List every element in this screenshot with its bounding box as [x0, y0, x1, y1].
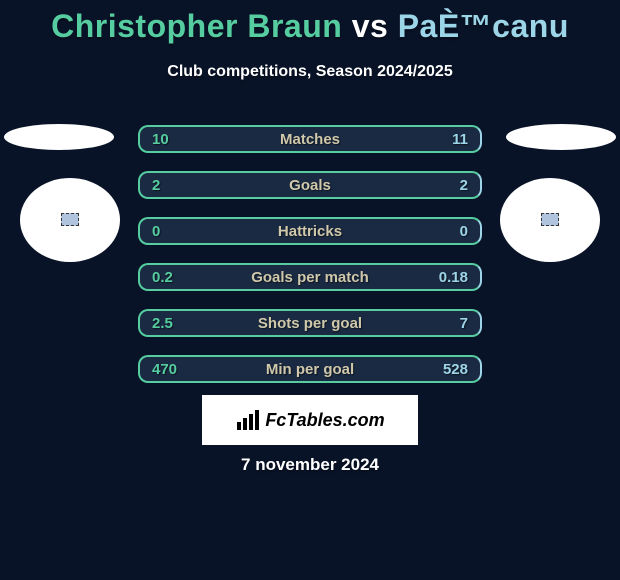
stat-label: Goals per match: [140, 269, 480, 286]
stat-row: 2.5Shots per goal7: [138, 309, 482, 337]
stat-label: Shots per goal: [140, 315, 480, 332]
fctables-logo: FcTables.com: [202, 395, 418, 445]
stat-label: Min per goal: [140, 361, 480, 378]
bar-chart-icon: [235, 408, 261, 432]
player2-name: PaÈ™canu: [398, 8, 569, 44]
comparison-title: Christopher Braun vs PaÈ™canu: [0, 0, 620, 45]
player2-club-ellipse: [506, 124, 616, 150]
stat-row: 10Matches11: [138, 125, 482, 153]
stat-row: 0.2Goals per match0.18: [138, 263, 482, 291]
date-text: 7 november 2024: [0, 455, 620, 475]
player1-club-ellipse: [4, 124, 114, 150]
player1-name: Christopher Braun: [51, 8, 342, 44]
subtitle: Club competitions, Season 2024/2025: [0, 63, 620, 81]
player1-flag-icon: [61, 213, 79, 226]
stat-label: Matches: [140, 131, 480, 148]
player2-flag-icon: [541, 213, 559, 226]
stat-row: 470Min per goal528: [138, 355, 482, 383]
logo-text: FcTables.com: [265, 410, 384, 431]
stat-row: 2Goals2: [138, 171, 482, 199]
vs-text: vs: [352, 8, 389, 44]
stat-label: Hattricks: [140, 223, 480, 240]
stats-container: 10Matches11 2Goals2 0Hattricks0 0.2Goals pe…: [138, 125, 482, 401]
stat-row: 0Hattricks0: [138, 217, 482, 245]
stat-label: Goals: [140, 177, 480, 194]
